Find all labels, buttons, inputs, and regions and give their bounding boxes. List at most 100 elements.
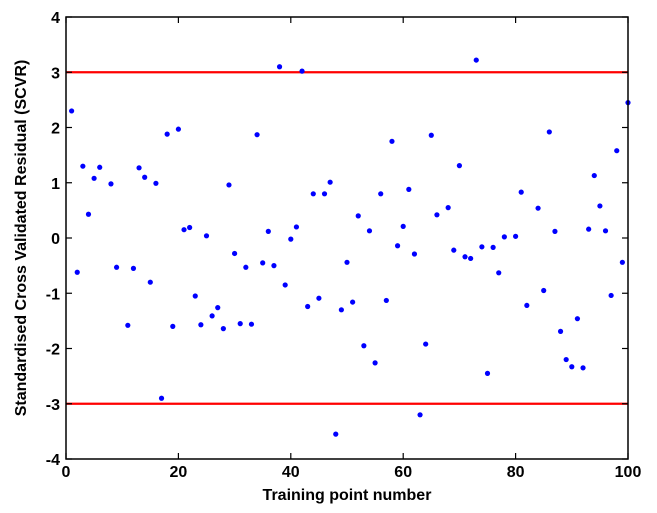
data-point bbox=[434, 212, 440, 218]
data-point bbox=[597, 203, 603, 209]
x-tick-label: 80 bbox=[507, 464, 525, 481]
data-point bbox=[546, 129, 552, 135]
data-point bbox=[265, 228, 271, 234]
data-point bbox=[456, 163, 462, 169]
data-point bbox=[383, 297, 389, 304]
data-point bbox=[468, 255, 474, 262]
data-point bbox=[80, 163, 86, 169]
data-point bbox=[164, 131, 170, 137]
data-point bbox=[400, 223, 406, 229]
data-point bbox=[552, 228, 558, 234]
data-point bbox=[220, 326, 226, 332]
data-point bbox=[271, 263, 277, 269]
data-point bbox=[192, 293, 198, 299]
data-point bbox=[74, 269, 80, 275]
data-point bbox=[619, 259, 625, 265]
data-point bbox=[153, 180, 159, 186]
data-point bbox=[591, 172, 597, 179]
y-tick-label: 3 bbox=[51, 65, 60, 82]
data-point bbox=[158, 395, 165, 401]
data-point bbox=[580, 365, 586, 371]
y-axis-ticks: -4 -3 -2 -1 0 1 2 3 4 bbox=[46, 10, 628, 469]
data-point bbox=[563, 356, 569, 363]
x-axis-label: Training point number bbox=[263, 487, 432, 504]
threshold-lines bbox=[66, 71, 628, 405]
data-point bbox=[496, 270, 502, 276]
data-point bbox=[484, 370, 491, 376]
data-point bbox=[366, 228, 373, 234]
data-point bbox=[372, 360, 378, 366]
data-point bbox=[198, 322, 204, 328]
data-point bbox=[569, 364, 575, 370]
data-point bbox=[355, 213, 361, 219]
data-point bbox=[226, 182, 232, 188]
data-point bbox=[136, 165, 142, 171]
data-point bbox=[614, 148, 620, 154]
data-point bbox=[557, 328, 564, 334]
data-point bbox=[203, 233, 210, 239]
y-tick-label: 2 bbox=[51, 121, 60, 138]
data-point bbox=[333, 431, 339, 437]
data-point bbox=[602, 228, 609, 234]
data-point bbox=[276, 64, 283, 70]
data-point bbox=[451, 247, 457, 253]
data-point bbox=[130, 265, 137, 271]
data-point bbox=[513, 233, 519, 239]
data-point bbox=[91, 175, 97, 181]
data-point bbox=[187, 224, 193, 231]
y-tick-label: -3 bbox=[46, 397, 60, 414]
data-point bbox=[299, 68, 305, 74]
data-point bbox=[417, 412, 423, 418]
data-point bbox=[125, 322, 131, 328]
data-point bbox=[175, 126, 181, 132]
plot-area bbox=[66, 17, 628, 459]
data-point bbox=[108, 181, 114, 187]
data-point bbox=[338, 307, 344, 313]
x-tick-label: 40 bbox=[282, 464, 300, 481]
data-point bbox=[608, 292, 614, 299]
data-point bbox=[209, 313, 215, 319]
data-point bbox=[462, 254, 468, 260]
data-point bbox=[237, 321, 243, 327]
x-tick-label: 100 bbox=[615, 464, 642, 481]
x-axis-ticks: 0 20 40 60 80 100 bbox=[62, 17, 642, 481]
data-point bbox=[147, 279, 153, 285]
data-point bbox=[69, 108, 75, 114]
data-point bbox=[574, 316, 581, 322]
data-point bbox=[389, 138, 395, 144]
data-point bbox=[394, 243, 401, 249]
data-point bbox=[350, 299, 356, 305]
data-point bbox=[411, 251, 418, 257]
data-point bbox=[243, 264, 249, 270]
data-point bbox=[85, 211, 92, 217]
data-point bbox=[321, 191, 328, 197]
data-point bbox=[232, 250, 238, 257]
data-point bbox=[181, 227, 187, 233]
data-point bbox=[541, 287, 547, 294]
x-tick-label: 60 bbox=[394, 464, 412, 481]
data-point bbox=[293, 224, 300, 230]
data-point bbox=[524, 302, 530, 309]
data-point bbox=[327, 179, 333, 185]
data-point bbox=[248, 321, 255, 327]
data-point bbox=[310, 191, 316, 197]
data-point bbox=[490, 244, 496, 250]
data-point bbox=[518, 189, 524, 195]
data-point bbox=[215, 305, 221, 311]
y-axis-label: Standardised Cross Validated Residual (S… bbox=[13, 60, 30, 417]
data-point bbox=[501, 234, 507, 240]
data-point bbox=[97, 164, 103, 170]
data-point bbox=[445, 205, 451, 211]
data-point bbox=[170, 323, 176, 329]
y-tick-label: 1 bbox=[51, 176, 60, 193]
y-tick-label: 0 bbox=[51, 231, 60, 248]
data-point bbox=[406, 186, 412, 192]
y-tick-label: -2 bbox=[46, 342, 60, 359]
data-point bbox=[479, 244, 485, 250]
y-tick-label: 4 bbox=[51, 10, 60, 27]
data-point bbox=[378, 191, 384, 197]
data-point bbox=[305, 303, 311, 310]
data-point bbox=[254, 132, 260, 138]
